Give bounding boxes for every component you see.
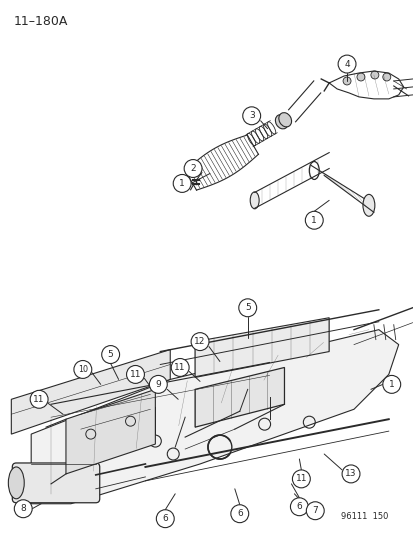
Circle shape	[184, 159, 202, 177]
Circle shape	[230, 505, 248, 523]
Circle shape	[290, 498, 308, 516]
Text: 11–180A: 11–180A	[13, 15, 67, 28]
Text: 3: 3	[248, 111, 254, 120]
Text: 1: 1	[311, 216, 316, 225]
Circle shape	[306, 502, 323, 520]
Circle shape	[238, 299, 256, 317]
Text: 11: 11	[174, 363, 185, 372]
Circle shape	[14, 500, 32, 518]
Text: 11: 11	[33, 395, 45, 404]
Circle shape	[337, 55, 355, 73]
Circle shape	[382, 375, 400, 393]
Polygon shape	[66, 389, 155, 474]
Circle shape	[242, 107, 260, 125]
Circle shape	[173, 174, 191, 192]
Text: 2: 2	[190, 164, 195, 173]
Ellipse shape	[8, 467, 24, 499]
Ellipse shape	[278, 112, 291, 127]
Ellipse shape	[275, 115, 287, 129]
Circle shape	[30, 390, 48, 408]
Ellipse shape	[362, 195, 374, 216]
Circle shape	[156, 510, 174, 528]
Text: 6: 6	[162, 514, 168, 523]
Circle shape	[191, 333, 209, 351]
Text: 11: 11	[129, 370, 141, 379]
Text: 5: 5	[107, 350, 113, 359]
Circle shape	[356, 73, 364, 81]
Text: 5: 5	[244, 303, 250, 312]
Circle shape	[305, 211, 323, 229]
Polygon shape	[195, 367, 284, 427]
Text: 13: 13	[344, 470, 356, 479]
Circle shape	[102, 345, 119, 364]
Circle shape	[341, 465, 359, 483]
Circle shape	[370, 71, 378, 79]
Text: 10: 10	[78, 365, 88, 374]
Text: 96111  150: 96111 150	[341, 512, 388, 521]
Ellipse shape	[249, 192, 259, 209]
Text: 11: 11	[295, 474, 306, 483]
Text: 6: 6	[296, 502, 301, 511]
Circle shape	[149, 375, 167, 393]
Polygon shape	[31, 330, 398, 504]
Polygon shape	[195, 318, 328, 377]
Text: 12: 12	[194, 337, 205, 346]
Circle shape	[74, 360, 92, 378]
FancyBboxPatch shape	[12, 463, 100, 503]
Text: 4: 4	[344, 60, 349, 69]
Polygon shape	[11, 350, 170, 434]
Circle shape	[342, 77, 350, 85]
Text: 1: 1	[179, 179, 185, 188]
Text: 6: 6	[236, 509, 242, 518]
Text: 9: 9	[155, 380, 161, 389]
Circle shape	[126, 366, 144, 383]
Circle shape	[382, 73, 390, 81]
Circle shape	[292, 470, 310, 488]
Text: 1: 1	[388, 380, 394, 389]
Text: 7: 7	[312, 506, 317, 515]
Circle shape	[171, 359, 189, 376]
Text: 8: 8	[20, 504, 26, 513]
